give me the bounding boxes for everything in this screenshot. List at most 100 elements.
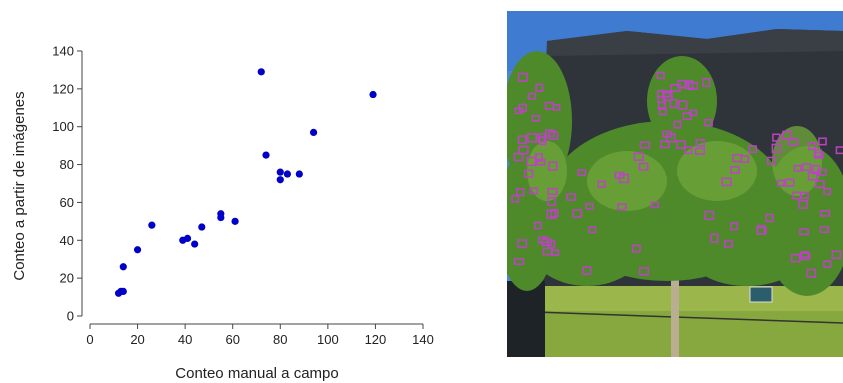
detection-box: [723, 239, 733, 248]
detection-box: [721, 177, 732, 187]
chart-axes: 0 20 40 60 80 100 120 140 0 20 40 60 80 100 120 140: [52, 44, 434, 348]
data-point: [283, 170, 292, 178]
x-tick-label: 140: [412, 332, 434, 347]
detection-box: [831, 250, 842, 260]
detection-box: [814, 180, 825, 189]
detection-box: [552, 103, 561, 111]
y-tick-label: 80: [60, 157, 74, 172]
detection-box: [665, 133, 676, 143]
detection-box: [660, 140, 670, 149]
detection-box: [695, 139, 705, 147]
data-point: [369, 90, 377, 99]
detection-box: [572, 209, 583, 218]
data-point: [148, 221, 156, 229]
detection-box: [820, 210, 831, 217]
detection-box: [511, 195, 520, 203]
detection-box: [631, 244, 641, 253]
detection-box: [547, 196, 557, 206]
chart-canvas: 0 20 40 60 80 100 120 140 0 20 40 60 80 100 120 140 Con…: [11, 44, 434, 383]
detection-box: [527, 133, 538, 143]
detection-box: [535, 83, 544, 92]
data-point: [295, 170, 303, 178]
detection-box: [639, 141, 651, 149]
data-point: [276, 176, 284, 184]
detection-box: [710, 233, 719, 243]
x-tick-label: 20: [130, 332, 144, 347]
y-axis-title: Conteo a partir de imágenes: [11, 91, 28, 280]
detection-box: [588, 226, 597, 234]
detection-box: [818, 137, 827, 146]
data-point: [262, 151, 270, 159]
detection-box: [704, 210, 715, 221]
detection-box: [788, 138, 799, 146]
detection-box: [658, 107, 667, 116]
detection-box: [513, 258, 525, 265]
detection-box: [766, 156, 776, 165]
detection-box: [656, 89, 665, 98]
detection-box: [811, 164, 820, 175]
detection-box: [800, 191, 809, 199]
detection-box: [566, 193, 576, 201]
detection-box: [524, 169, 534, 178]
detection-box: [756, 226, 767, 235]
data-point: [183, 234, 192, 242]
data-point: [309, 128, 318, 136]
y-tick-label: 0: [67, 309, 74, 324]
detection-box: [638, 162, 649, 171]
detection-box: [531, 114, 541, 122]
detection-box: [529, 187, 539, 195]
scatter-points: [114, 68, 377, 297]
x-tick-label: 120: [365, 332, 387, 347]
detection-box: [808, 142, 817, 151]
detection-box: [656, 71, 665, 80]
y-tick-label: 100: [52, 119, 74, 134]
detection-box: [801, 163, 812, 172]
detection-box: [777, 179, 785, 187]
data-point: [257, 68, 265, 76]
detection-box: [533, 221, 542, 230]
detection-box: [704, 118, 713, 127]
detection-box: [732, 154, 743, 163]
detection-box: [658, 101, 667, 110]
detection-box: [669, 99, 678, 109]
detection-box: [548, 161, 558, 171]
detection-box: [730, 222, 739, 231]
detection-box: [790, 253, 801, 263]
detection-box: [689, 109, 698, 117]
y-tick-label: 120: [52, 81, 74, 96]
detection-box: [633, 152, 644, 161]
detection-box: [673, 120, 682, 129]
detection-box: [772, 133, 781, 142]
y-tick-label: 20: [60, 271, 74, 286]
detection-box: [538, 136, 547, 146]
detection-box: [536, 158, 546, 166]
detection-box: [676, 140, 686, 149]
detection-box: [748, 145, 758, 154]
data-point: [217, 210, 225, 218]
detection-box: [582, 266, 592, 275]
x-axis-title: Conteo manual a campo: [175, 365, 338, 382]
detection-box: [618, 173, 629, 184]
detection-box: [537, 133, 546, 143]
detection-box: [541, 238, 552, 247]
detection-box: [650, 201, 660, 209]
detection-box: [577, 169, 587, 177]
detection-box: [784, 178, 795, 187]
detection-box: [765, 213, 774, 223]
data-point: [231, 217, 239, 225]
detection-box: [682, 112, 692, 121]
scatter-chart: 0 20 40 60 80 100 120 140 0 20 40 60 80 100 120 140 Con…: [11, 44, 434, 383]
detection-box: [806, 268, 817, 278]
detection-box: [702, 77, 711, 87]
detection-box: [526, 156, 537, 167]
detection-box: [823, 260, 832, 268]
data-point: [191, 240, 199, 248]
y-tick-label: 60: [60, 195, 74, 210]
x-tick-label: 60: [225, 332, 239, 347]
detection-box: [684, 146, 693, 155]
detection-box: [518, 145, 529, 155]
detection-box: [544, 129, 555, 137]
detection-box: [771, 143, 781, 154]
detection-box: [517, 239, 528, 249]
detection-box: [730, 166, 740, 174]
